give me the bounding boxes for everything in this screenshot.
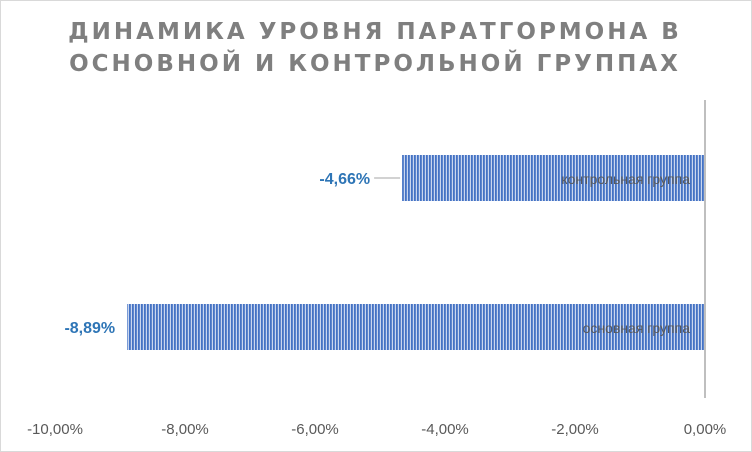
x-tick-label-0: -10,00%	[27, 421, 83, 438]
chart-title-line-2: ОСНОВНОЙ И КОНТРОЛЬНОЙ ГРУППАХ	[69, 51, 681, 77]
data-label-0: -4,66%	[319, 171, 370, 188]
category-label-0: контрольная группа	[561, 171, 690, 187]
x-tick-label-5: 0,00%	[684, 421, 727, 438]
x-tick-label-2: -6,00%	[291, 421, 339, 438]
data-label-1: -8,89%	[64, 320, 115, 337]
bar-0	[402, 155, 705, 201]
x-tick-label-4: -2,00%	[551, 421, 599, 438]
chart-title-line-1: ДИНАМИКА УРОВНЯ ПАРАТГОРМОНА В	[68, 19, 682, 45]
chart-title: ДИНАМИКА УРОВНЯ ПАРАТГОРМОНА В ОСНОВНОЙ …	[0, 16, 750, 80]
x-tick-label-1: -8,00%	[161, 421, 209, 438]
category-label-1: основная группа	[583, 320, 691, 336]
x-tick-label-3: -4,00%	[421, 421, 469, 438]
bar-1	[127, 304, 705, 350]
